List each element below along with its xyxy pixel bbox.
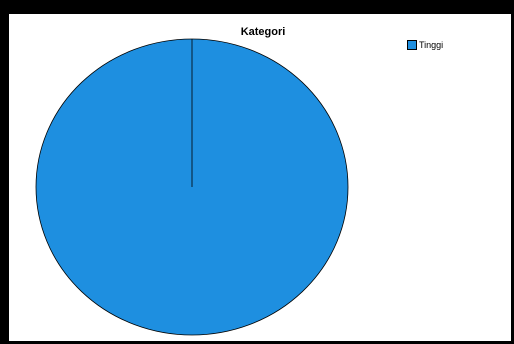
legend-label-tinggi: Tinggi: [419, 40, 444, 50]
legend: Tinggi: [407, 40, 443, 50]
pie-chart: [35, 38, 349, 336]
chart-canvas: Kategori Tinggi: [9, 14, 511, 341]
legend-swatch-tinggi: [407, 40, 417, 50]
pie-slices: [35, 38, 349, 336]
chart-title: Kategori: [240, 26, 286, 38]
